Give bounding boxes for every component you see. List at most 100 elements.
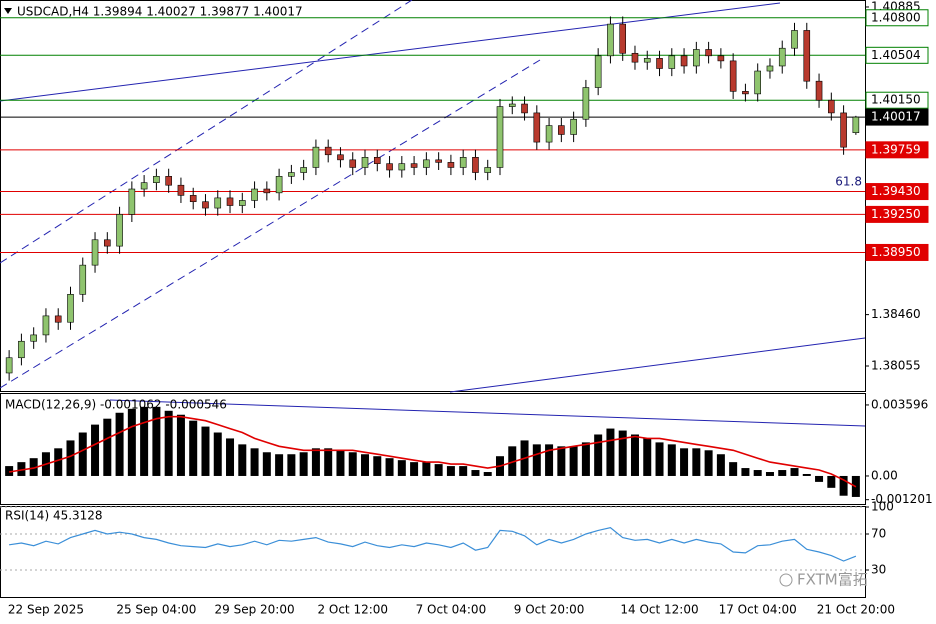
x-tick-label: 9 Oct 20:00 [514,603,585,617]
macd-bar [778,470,787,476]
candle-body [815,80,823,101]
candle-body [570,118,577,135]
macd-bar [127,408,136,476]
macd-bar [54,448,63,476]
candle-body [717,55,725,62]
candle-body [202,201,209,209]
candle-body [742,91,749,95]
macd-bar [397,460,406,476]
y-tick-label: 0.00 [871,468,898,482]
macd-bar [275,454,284,476]
macd-bar [692,448,701,476]
level-box [865,183,929,201]
fib-label: 61.8 [835,175,862,189]
candle-body [852,116,860,133]
candle-body [373,157,381,164]
macd-bar [434,464,443,476]
macd-bar [17,462,26,476]
candle-body [619,23,627,54]
candle-body [226,197,234,206]
x-tick-label: 25 Sep 04:00 [116,603,196,617]
macd-bar [839,475,848,496]
macd-bar [29,458,38,476]
level-label: 1.40150 [871,93,921,107]
macd-bar [5,466,14,476]
macd-bar [532,444,541,476]
macd-bar [606,428,615,476]
macd-bar [299,452,308,476]
x-tick-label: 17 Oct 04:00 [719,603,797,617]
x-tick-label: 21 Oct 20:00 [817,603,895,617]
trend-line [109,399,866,427]
candle-body [778,47,786,67]
trend-line [449,337,866,393]
candle-body [238,200,246,206]
candle-body [214,197,222,209]
y-tick-label: 1.38460 [871,307,921,321]
price-title: USDCAD,H4 1.39894 1.40027 1.39877 1.4001… [17,5,303,19]
candle-body [165,176,172,186]
candle-body [680,55,688,67]
candle-body [558,125,565,135]
macd-bar [250,448,259,476]
level-label: 1.40800 [871,10,921,24]
candle-body [791,30,798,49]
candle-body [410,163,418,168]
macd-title: MACD(12,26,9) -0.001062 -0.000546 [5,398,227,412]
candle-body [754,70,761,95]
macd-bar [483,472,492,476]
macd-bar [238,444,247,476]
macd-bar [66,440,75,476]
level-box [865,91,929,109]
x-tick-label: 22 Sep 2025 [8,603,84,617]
candle-body [251,188,258,201]
macd-bar [311,448,320,476]
macd-bar [164,410,173,476]
candle-body [643,58,651,63]
candle-body [5,357,13,374]
channel-line [0,0,413,264]
macd-bar [189,420,198,476]
level-box [865,141,929,159]
candle-body [104,239,111,247]
level-label: 1.40017 [871,110,921,124]
candle-body [545,125,553,143]
trend-line [0,2,781,102]
candle-body [128,188,136,215]
candle-body [324,146,332,156]
y-tick-label: 70 [871,527,886,541]
macd-pane [0,393,866,505]
candle-body [189,195,197,203]
macd-bar [655,442,664,476]
macd-bar [704,450,713,476]
candle-body [263,188,271,194]
macd-bar [226,438,235,476]
candle-body [386,163,393,171]
candle-body [496,106,504,168]
candle-body [275,176,283,194]
candle-body [656,58,663,69]
candle-body [54,315,62,323]
macd-bar [324,448,333,476]
level-box [865,108,929,126]
macd-bar [373,456,382,476]
macd-bar [152,406,161,476]
x-tick-label: 7 Oct 04:00 [416,603,487,617]
candle-body [607,23,614,57]
macd-bar [594,434,603,476]
candle-body [840,112,847,148]
candle-body [67,294,74,323]
macd-bar [667,444,676,476]
y-tick-label: 1.38055 [871,358,921,372]
candle-body [18,340,25,359]
candle-body [484,167,492,173]
watermark: FXTM富拓 [797,571,868,589]
candle-body [828,99,835,114]
candle-body [533,112,541,143]
macd-bar [471,470,480,476]
macd-bar [557,446,566,476]
macd-bar [630,434,639,476]
macd-bar [213,432,222,476]
dropdown-icon[interactable] [4,8,12,14]
